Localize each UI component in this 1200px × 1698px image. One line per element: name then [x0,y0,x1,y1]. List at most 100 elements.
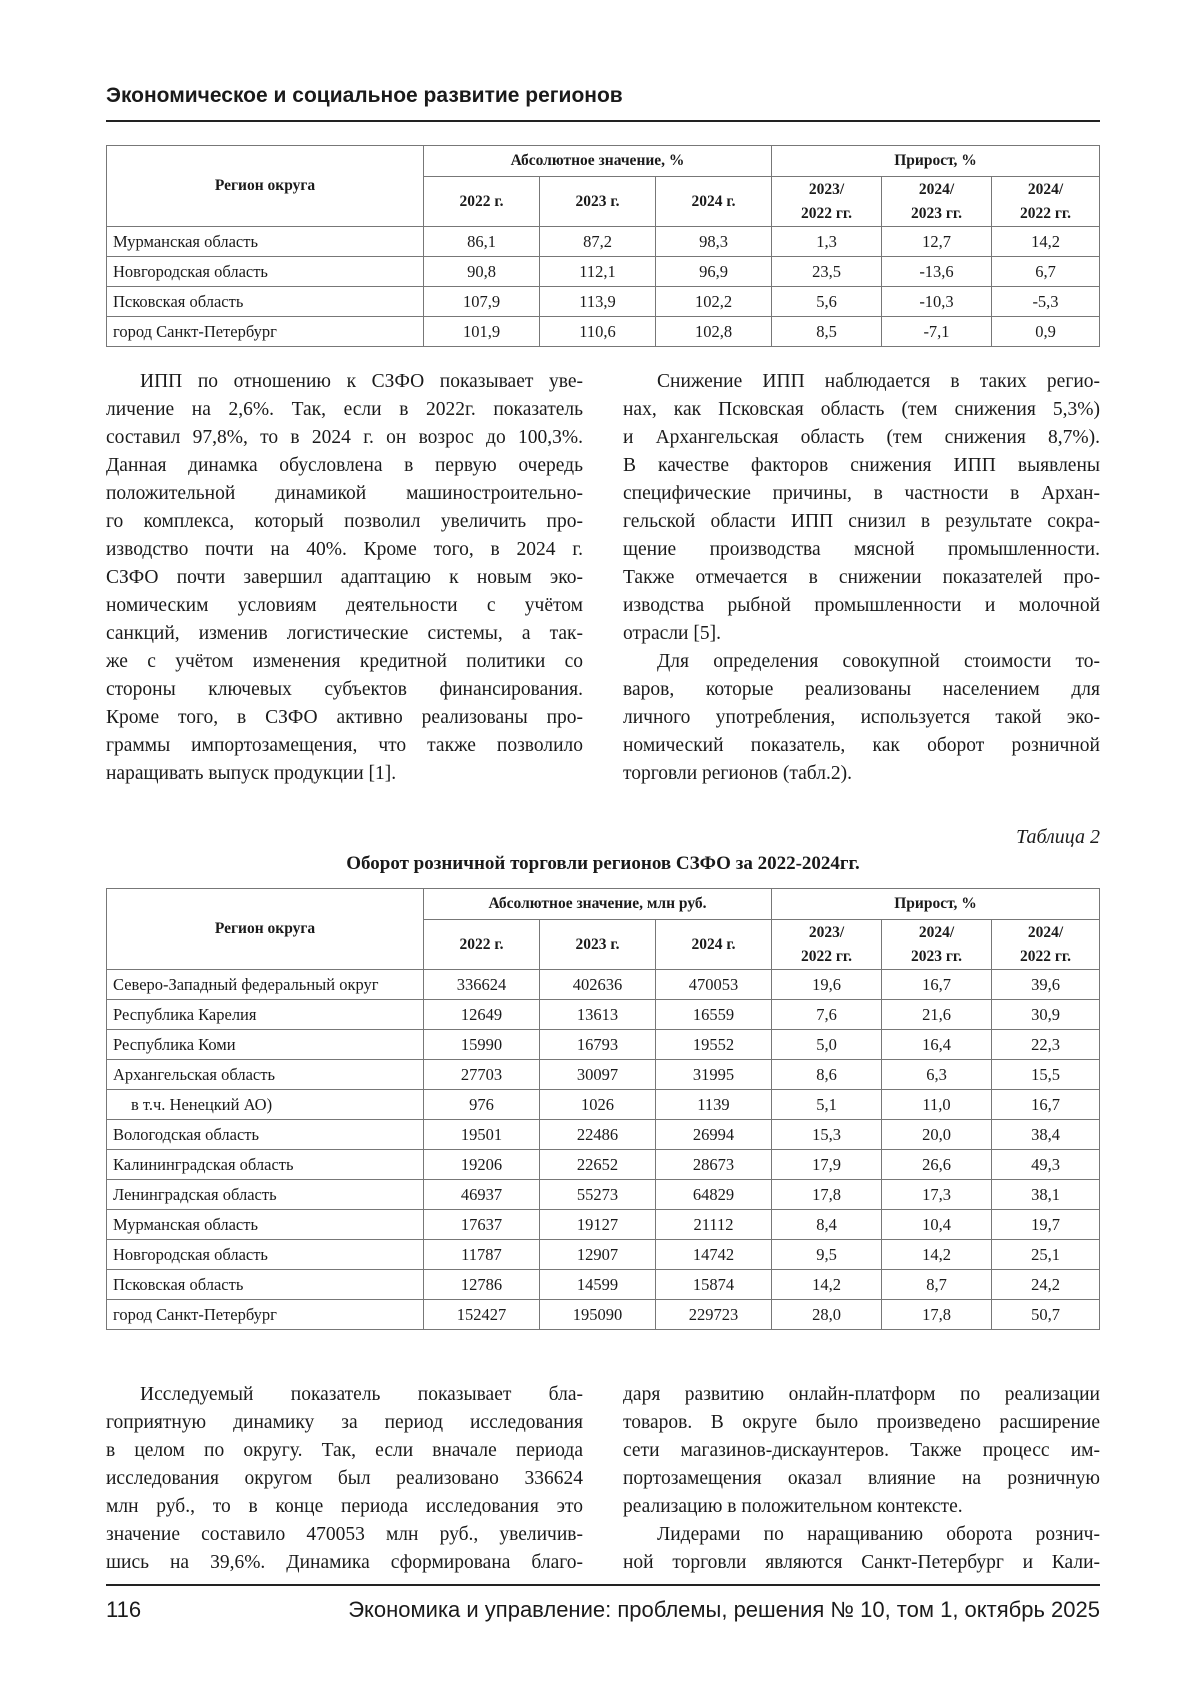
table-row: Вологодская область19501224862699415,320… [107,1120,1100,1150]
value-cell: 21112 [656,1210,772,1240]
value-cell: 0,9 [992,317,1100,347]
value-cell: 17,9 [772,1150,882,1180]
text-line: стороны ключевых субъектов финансировани… [106,676,583,704]
value-cell: 12,7 [882,227,992,257]
text-line: граммы импортозамещения, что также позво… [106,732,583,760]
value-cell: 7,6 [772,1000,882,1030]
table-row: Калининградская область19206226522867317… [107,1150,1100,1180]
text-line: гельской области ИПП снизил в результате… [623,508,1100,536]
value-cell: 19206 [424,1150,540,1180]
text-line: в целом по округу. Так, если вначале пер… [106,1437,583,1465]
text-line: го комплекса, который позволил увеличить… [106,508,583,536]
value-cell: 15874 [656,1270,772,1300]
column-header: 2023 г. [540,920,656,970]
value-cell: -7,1 [882,317,992,347]
value-cell: 195090 [540,1300,656,1330]
text-line: составил 97,8%, то в 2024 г. он возрос д… [106,424,583,452]
text-line: номическим условиям деятельности с учёто… [106,592,583,620]
value-cell: -10,3 [882,287,992,317]
text-line: личение на 2,6%. Так, если в 2022г. пока… [106,396,583,424]
value-cell: 113,9 [540,287,656,317]
value-cell: 49,3 [992,1150,1100,1180]
region-cell: Республика Коми [107,1030,424,1060]
value-cell: 22652 [540,1150,656,1180]
value-cell: 12907 [540,1240,656,1270]
value-cell: 11787 [424,1240,540,1270]
text-column-left: ИПП по отношению к СЗФО показывает уве-л… [106,368,583,788]
value-cell: 24,2 [992,1270,1100,1300]
value-cell: 55273 [540,1180,656,1210]
value-cell: 13613 [540,1000,656,1030]
value-cell: 38,4 [992,1120,1100,1150]
text-line: номический показатель, как оборот рознич… [623,732,1100,760]
column-header: 2023/2022 гг. [772,920,882,970]
text-line: ИПП по отношению к СЗФО показывает уве- [106,368,583,396]
value-cell: 229723 [656,1300,772,1330]
table-row: Республика Коми1599016793195525,016,422,… [107,1030,1100,1060]
value-cell: 22,3 [992,1030,1100,1060]
value-cell: 1139 [656,1090,772,1120]
table-row: в т.ч. Ненецкий АО)976102611395,111,016,… [107,1090,1100,1120]
table-row: Ленинградская область46937552736482917,8… [107,1180,1100,1210]
text-line: товаров. В округе было произведено расши… [623,1409,1100,1437]
value-cell: 12786 [424,1270,540,1300]
region-header: Регион округа [107,889,424,970]
region-cell: Калининградская область [107,1150,424,1180]
text-line: Кроме того, в СЗФО активно реализованы п… [106,704,583,732]
text-line: даря развитию онлайн-платформ по реализа… [623,1381,1100,1409]
column-header: 2024/2022 гг. [992,177,1100,227]
text-line: Снижение ИПП наблюдается в таких регио- [623,368,1100,396]
region-cell: город Санкт-Петербург [107,317,424,347]
value-cell: 336624 [424,970,540,1000]
text-line: санкций, изменив логистические системы, … [106,620,583,648]
value-cell: 8,4 [772,1210,882,1240]
region-cell: Вологодская область [107,1120,424,1150]
value-cell: 14,2 [772,1270,882,1300]
table-row: Архангельская область2770330097319958,66… [107,1060,1100,1090]
text-line: щение производства мясной промышленности… [623,536,1100,564]
value-cell: 14,2 [992,227,1100,257]
value-cell: 10,4 [882,1210,992,1240]
table-1: Регион округаАбсолютное значение, %Приро… [106,145,1100,347]
column-header: 2024/2023 гг. [882,920,992,970]
value-cell: 8,6 [772,1060,882,1090]
region-cell: Новгородская область [107,1240,424,1270]
value-cell: 152427 [424,1300,540,1330]
value-cell: 22486 [540,1120,656,1150]
value-cell: 15,3 [772,1120,882,1150]
value-cell: 87,2 [540,227,656,257]
value-cell: 23,5 [772,257,882,287]
value-cell: 6,3 [882,1060,992,1090]
column-header: 2024 г. [656,177,772,227]
region-header: Регион округа [107,146,424,227]
text-line: изводство почти на 40%. Кроме того, в 20… [106,536,583,564]
value-cell: 38,1 [992,1180,1100,1210]
text-line: В качестве факторов снижения ИПП выявлен… [623,452,1100,480]
text-line: изводства рыбной промышленности и молочн… [623,592,1100,620]
text-line: личного употребления, используется такой… [623,704,1100,732]
value-cell: 90,8 [424,257,540,287]
value-cell: 19501 [424,1120,540,1150]
value-cell: 5,1 [772,1090,882,1120]
column-header: 2024 г. [656,920,772,970]
table-2: Регион округаАбсолютное значение, млн ру… [106,888,1100,1330]
value-cell: 1026 [540,1090,656,1120]
table-row: Новгородская область90,8112,196,923,5-13… [107,257,1100,287]
value-cell: 8,7 [882,1270,992,1300]
running-header: Экономическое и социальное развитие реги… [106,84,623,108]
text-line: Лидерами по наращиванию оборота рознич- [623,1521,1100,1549]
value-cell: 19,6 [772,970,882,1000]
value-cell: 102,8 [656,317,772,347]
region-cell: в т.ч. Ненецкий АО) [107,1090,424,1120]
region-cell: Ленинградская область [107,1180,424,1210]
region-cell: Архангельская область [107,1060,424,1090]
footer-rule [106,1584,1100,1586]
text-line: сети магазинов-дискаунтеров. Также проце… [623,1437,1100,1465]
table-row: Псковская область107,9113,9102,25,6-10,3… [107,287,1100,317]
value-cell: 16559 [656,1000,772,1030]
value-cell: 11,0 [882,1090,992,1120]
text-line: гоприятную динамику за период исследован… [106,1409,583,1437]
value-cell: 976 [424,1090,540,1120]
table-caption: Таблица 2 [1016,826,1100,849]
column-header: 2022 г. [424,177,540,227]
